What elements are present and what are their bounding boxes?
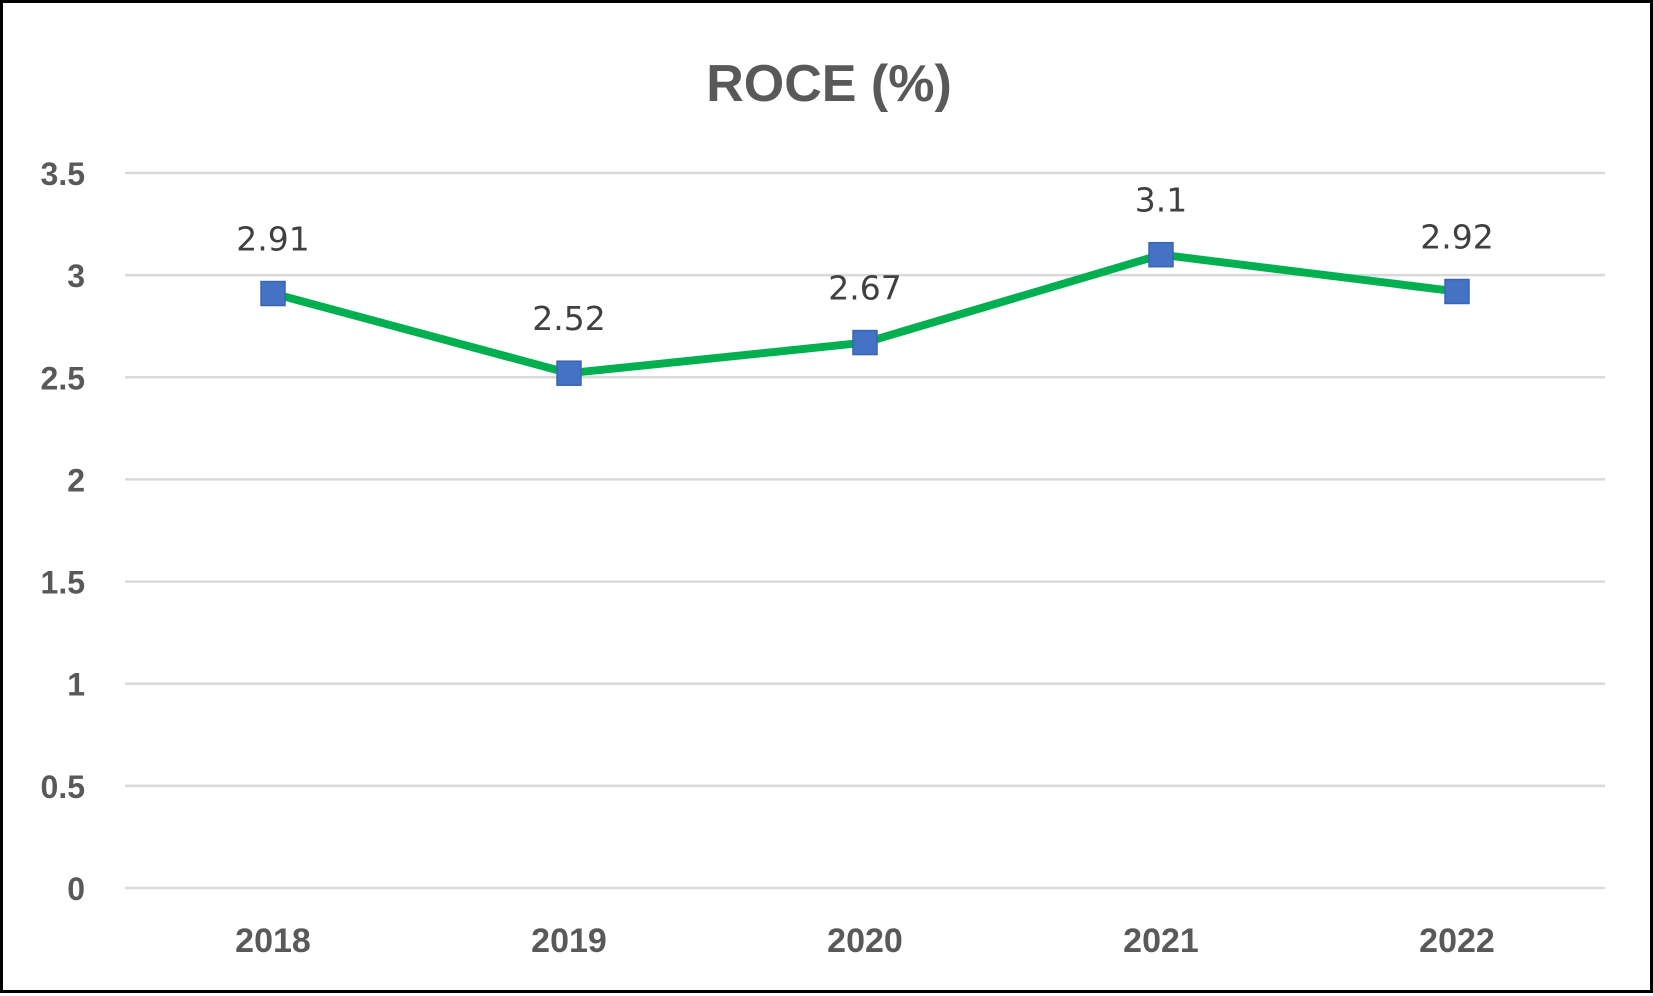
data-point-marker: [260, 280, 286, 307]
series-roce: [260, 241, 1470, 386]
x-tick-label: 2018: [235, 922, 311, 960]
x-tick-label: 2022: [1419, 922, 1495, 960]
data-label: 2.67: [828, 269, 901, 308]
y-axis: 0 0.5 1 1.5 2 2.5 3 3.5: [41, 156, 85, 907]
data-point-marker: [852, 329, 878, 356]
y-tick-label: 1.5: [41, 565, 85, 601]
gridlines: [125, 171, 1605, 890]
y-tick-label: 2: [67, 462, 85, 498]
y-tick-label: 3.5: [41, 156, 85, 192]
data-label: 3.1: [1135, 181, 1187, 220]
data-point-marker: [556, 360, 582, 386]
data-label: 2.52: [532, 299, 605, 338]
data-labels: 2.91 2.52 2.67 3.1 2.92: [236, 181, 1493, 338]
data-point-marker: [1148, 241, 1174, 268]
x-tick-label: 2021: [1123, 922, 1199, 960]
x-axis: 2018 2019 2020 2021 2022: [235, 922, 1495, 960]
data-label: 2.92: [1420, 217, 1493, 256]
data-point-marker: [1444, 278, 1470, 305]
y-tick-label: 2.5: [41, 360, 85, 396]
roce-line-chart: ROCE (%) 00.511.522.533.5 2018 2019 2020 20…: [41, 55, 1605, 960]
y-tick-label: 3: [67, 258, 85, 294]
y-tick-label: 0: [67, 871, 85, 907]
chart-title: ROCE (%): [706, 55, 952, 113]
x-tick-label: 2020: [827, 922, 903, 960]
y-tick-label: 1: [67, 667, 85, 703]
x-tick-label: 2019: [531, 922, 607, 960]
data-label: 2.91: [236, 220, 309, 259]
y-tick-label: 0.5: [41, 769, 85, 805]
